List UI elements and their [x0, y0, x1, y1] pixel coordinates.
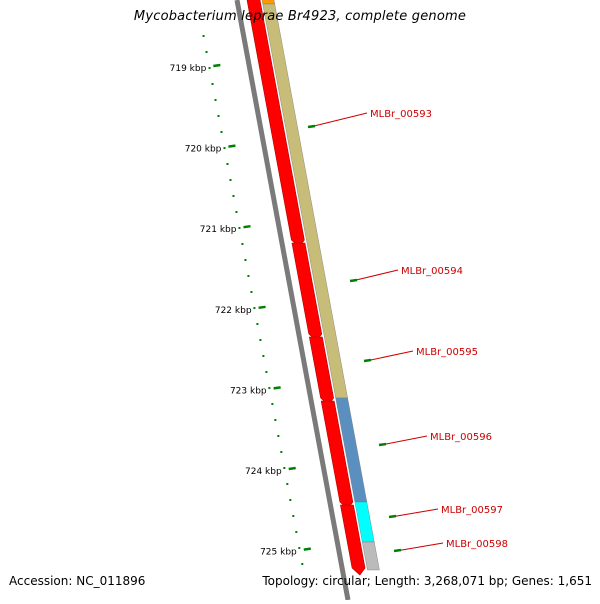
- gene-label-layer: MLBr_00593 MLBr_00594 MLBr_00595 MLBr_00596…: [307, 109, 508, 553]
- tick-dot: [214, 99, 217, 101]
- tick-dot: [271, 403, 274, 405]
- tick-dot: [286, 483, 289, 485]
- tick-dot: [295, 531, 298, 533]
- tick-dot: [241, 243, 244, 245]
- gene-leader-line: [395, 542, 444, 552]
- backbone-gap-line: [241, 0, 356, 601]
- tick-dot: [280, 451, 283, 453]
- kbp-tick-mark: [303, 547, 311, 551]
- kbp-tick-mark: [228, 144, 236, 148]
- tick-dot: [217, 115, 220, 117]
- tick-dot: [301, 563, 304, 565]
- gene-anchor-tick: [349, 278, 358, 283]
- tick-dot: [226, 163, 229, 165]
- gene-anchor-tick: [378, 442, 387, 447]
- tick-dot: [208, 67, 211, 69]
- cds-arrow: [340, 504, 366, 576]
- band-layer: [261, 0, 380, 571]
- topology-info: Topology: circular; Length: 3,268,071 bp…: [262, 574, 592, 588]
- tick-dot: [259, 339, 262, 341]
- gene-band-segment: [261, 0, 275, 5]
- tick-dot: [220, 131, 223, 133]
- kbp-tick-mark: [243, 224, 251, 229]
- tick-dot: [235, 211, 238, 213]
- tick-dot: [229, 179, 232, 181]
- kbp-tick-label: 723 kbp: [230, 386, 267, 396]
- gene-label: MLBr_00594: [401, 266, 463, 277]
- gene-label: MLBr_00593: [370, 109, 432, 120]
- kbp-tick-label: 721 kbp: [200, 225, 237, 235]
- kbp-tick-layer: 719 kbp 720 kbp 721 kbp 722 kbp 723 kbp 724 k…: [170, 35, 311, 565]
- gene-leader-line: [351, 269, 399, 282]
- kbp-tick-label: 722 kbp: [215, 306, 252, 316]
- tick-dot: [253, 307, 256, 309]
- tick-dot: [244, 259, 247, 261]
- gene-leader-line: [380, 435, 428, 446]
- gene-label: MLBr_00597: [441, 505, 503, 516]
- gene-leader-line: [309, 112, 368, 128]
- cds-layer: [246, 0, 366, 576]
- tick-dot: [232, 195, 235, 197]
- kbp-tick-mark: [288, 466, 296, 471]
- tick-dot: [298, 547, 301, 549]
- backbone-outer-line: [234, 0, 351, 601]
- gene-anchor-tick: [307, 124, 316, 129]
- tick-dot: [256, 323, 259, 325]
- tick-dot: [265, 371, 268, 373]
- backbone-layer: [234, 0, 356, 601]
- kbp-tick-mark: [273, 386, 281, 390]
- kbp-tick-mark: [213, 63, 221, 68]
- kbp-tick-label: 720 kbp: [185, 145, 222, 155]
- page-title: Mycobacterium leprae Br4923, complete ge…: [133, 9, 467, 24]
- tick-dot: [262, 355, 265, 357]
- tick-dot: [202, 35, 205, 37]
- kbp-tick-label: 725 kbp: [260, 548, 297, 558]
- gene-label: MLBr_00595: [416, 347, 478, 358]
- gene-label: MLBr_00596: [430, 432, 492, 443]
- tick-dot: [274, 419, 277, 421]
- gene-anchor-tick: [388, 514, 397, 519]
- kbp-tick-label: 719 kbp: [170, 64, 207, 74]
- gene-band-segment: [362, 541, 380, 571]
- tick-dot: [250, 291, 253, 293]
- kbp-tick-mark: [258, 305, 266, 310]
- tick-dot: [238, 227, 241, 229]
- tick-dot: [211, 83, 214, 85]
- kbp-tick-label: 724 kbp: [245, 467, 282, 477]
- tick-dot: [277, 435, 280, 437]
- gene-leader-line: [390, 508, 439, 518]
- tick-dot: [292, 515, 295, 517]
- tick-dot: [205, 51, 208, 53]
- gene-label: MLBr_00598: [446, 539, 508, 550]
- gene-anchor-tick: [393, 548, 402, 553]
- tick-dot: [283, 467, 286, 469]
- tick-dot: [223, 147, 226, 149]
- gene-anchor-tick: [363, 358, 372, 363]
- tick-dot: [289, 499, 292, 501]
- tick-dot: [247, 275, 250, 277]
- tick-dot: [268, 387, 271, 389]
- gene-leader-line: [365, 350, 414, 362]
- accession-text: Accession: NC_011896: [9, 574, 146, 588]
